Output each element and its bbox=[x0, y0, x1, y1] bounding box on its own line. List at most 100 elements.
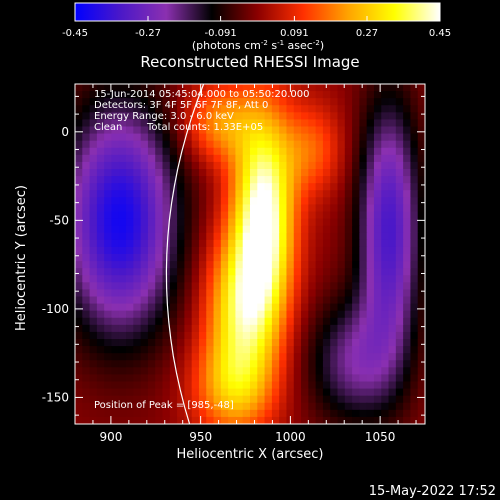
heatmap-cell bbox=[228, 261, 237, 269]
heatmap-cell bbox=[308, 140, 317, 149]
heatmap-cell bbox=[279, 367, 288, 376]
heatmap-cell bbox=[126, 282, 134, 291]
heatmap-cell bbox=[373, 204, 382, 213]
heatmap-cell bbox=[162, 296, 171, 305]
heatmap-cell bbox=[228, 183, 237, 191]
heatmap-cell bbox=[220, 402, 229, 411]
heatmap-cell bbox=[111, 346, 120, 354]
heatmap-cell bbox=[417, 374, 425, 383]
heatmap-cell bbox=[344, 105, 353, 113]
heatmap-cell bbox=[169, 154, 178, 163]
heatmap-cell bbox=[75, 161, 83, 170]
heatmap-cell bbox=[308, 190, 317, 198]
heatmap-cell bbox=[337, 339, 346, 347]
heatmap-cell bbox=[213, 154, 222, 163]
heatmap-cell bbox=[322, 126, 331, 135]
heatmap-cell bbox=[417, 176, 425, 184]
heatmap-cell bbox=[257, 147, 266, 156]
heatmap-cell bbox=[169, 218, 178, 227]
heatmap-cell bbox=[206, 246, 215, 255]
heatmap-cell bbox=[381, 275, 390, 283]
heatmap-cell bbox=[75, 268, 83, 276]
heatmap-cell bbox=[133, 353, 142, 361]
heatmap-cell bbox=[206, 197, 215, 206]
heatmap-cell bbox=[322, 197, 331, 206]
heatmap-cell bbox=[147, 211, 156, 220]
heatmap-cell bbox=[89, 416, 98, 424]
heatmap-cell bbox=[395, 254, 404, 262]
heatmap-cell bbox=[257, 395, 266, 404]
heatmap-cell bbox=[352, 289, 360, 298]
heatmap-cell bbox=[126, 190, 134, 198]
heatmap-cell bbox=[366, 409, 375, 418]
heatmap-cell bbox=[250, 147, 258, 156]
heatmap-cell bbox=[330, 282, 339, 291]
heatmap-cell bbox=[388, 367, 397, 376]
heatmap-cell bbox=[198, 395, 207, 404]
heatmap-cell bbox=[373, 317, 382, 326]
heatmap-cell bbox=[257, 261, 266, 269]
heatmap-cell bbox=[264, 133, 273, 142]
heatmap-cell bbox=[271, 409, 280, 418]
heatmap-cell bbox=[352, 353, 360, 361]
heatmap-cell bbox=[279, 275, 288, 283]
heatmap-cell bbox=[301, 254, 309, 262]
heatmap-cell bbox=[301, 218, 309, 227]
heatmap-cell bbox=[82, 154, 91, 163]
heatmap-cell bbox=[373, 268, 382, 276]
heatmap-cell bbox=[104, 211, 113, 220]
heatmap-cell bbox=[366, 360, 375, 368]
y-tick-labels: 0-50-100-150 bbox=[42, 125, 69, 405]
heatmap-cell bbox=[257, 310, 266, 319]
heatmap-cell bbox=[235, 169, 244, 177]
heatmap-cell bbox=[308, 310, 317, 319]
heatmap-cell bbox=[75, 289, 83, 298]
heatmap-cell bbox=[293, 190, 302, 198]
heatmap-cell bbox=[206, 211, 215, 220]
heatmap-cell bbox=[235, 239, 244, 248]
heatmap-cell bbox=[198, 360, 207, 368]
heatmap-cell bbox=[140, 183, 149, 191]
heatmap-cell bbox=[104, 374, 113, 383]
heatmap-cell bbox=[366, 381, 375, 390]
heatmap-cell bbox=[395, 154, 404, 163]
heatmap-cell bbox=[96, 232, 105, 241]
heatmap-cell bbox=[96, 154, 105, 163]
heatmap-cell bbox=[191, 204, 200, 213]
heatmap-cell bbox=[111, 409, 120, 418]
heatmap-cell bbox=[82, 324, 91, 333]
heatmap-cell bbox=[75, 402, 83, 411]
heatmap-cell bbox=[235, 112, 244, 121]
heatmap-cell bbox=[322, 232, 331, 241]
heatmap-cell bbox=[177, 84, 185, 92]
heatmap-cell bbox=[373, 310, 382, 319]
heatmap-cell bbox=[213, 112, 222, 121]
heatmap-cell bbox=[315, 268, 324, 276]
heatmap-cell bbox=[118, 339, 127, 347]
heatmap-cell bbox=[286, 303, 295, 312]
heatmap-cell bbox=[111, 275, 120, 283]
heatmap-cell bbox=[395, 112, 404, 121]
heatmap-cell bbox=[388, 310, 397, 319]
heatmap-cell bbox=[322, 331, 331, 340]
heatmap-cell bbox=[118, 346, 127, 354]
heatmap-cell bbox=[286, 346, 295, 354]
heatmap-cell bbox=[403, 360, 412, 368]
heatmap-cell bbox=[75, 303, 83, 312]
heatmap-cell bbox=[330, 360, 339, 368]
heatmap-cell bbox=[279, 246, 288, 255]
heatmap-cell bbox=[169, 310, 178, 319]
heatmap-cell bbox=[250, 183, 258, 191]
heatmap-cell bbox=[417, 197, 425, 206]
heatmap-cell bbox=[235, 147, 244, 156]
heatmap-cell bbox=[126, 275, 134, 283]
heatmap-cell bbox=[286, 147, 295, 156]
heatmap-cell bbox=[75, 416, 83, 424]
heatmap-cell bbox=[352, 303, 360, 312]
heatmap-cell bbox=[366, 133, 375, 142]
heatmap-cell bbox=[184, 381, 193, 390]
heatmap-cell bbox=[279, 211, 288, 220]
heatmap-cell bbox=[344, 317, 353, 326]
heatmap-cell bbox=[184, 147, 193, 156]
colorbar bbox=[74, 2, 441, 22]
